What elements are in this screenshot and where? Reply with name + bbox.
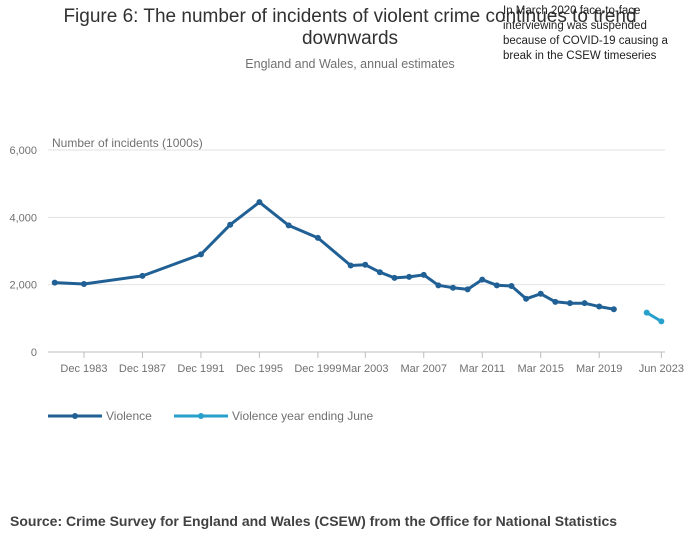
chart-title-line-1: Figure 6: The number of incidents of vio… (63, 6, 637, 27)
data-point (523, 295, 530, 302)
data-point (420, 271, 427, 278)
legend-item: Violence year ending June (174, 409, 374, 423)
x-tick-label: Mar 2007 (401, 363, 447, 375)
data-point (449, 284, 456, 291)
data-point (479, 276, 486, 283)
gridlines (48, 149, 665, 353)
data-point (51, 279, 58, 286)
y-tick-label: 6,000 (9, 145, 37, 157)
y-tick-label: 2,000 (9, 280, 37, 292)
series-violence (51, 199, 617, 313)
x-tick-label: Dec 1983 (60, 363, 107, 375)
legend-marker (198, 413, 204, 419)
data-point (256, 199, 263, 206)
data-point (314, 234, 321, 241)
series-lines (51, 199, 665, 325)
source-note: Source: Crime Survey for England and Wal… (10, 513, 618, 529)
data-point (197, 251, 204, 258)
data-point (139, 272, 146, 279)
legend-label: Violence (106, 409, 152, 423)
data-point (643, 309, 650, 316)
data-point (464, 286, 471, 293)
data-point (406, 273, 413, 280)
y-axis-ticks: 0 2,000 4,000 6,000 (9, 145, 37, 359)
chart-subtitle: England and Wales, annual estimates (245, 57, 455, 71)
x-tick-label: Mar 2019 (576, 363, 622, 375)
data-point (566, 300, 573, 307)
data-point (610, 306, 617, 313)
x-tick-label: Mar 2011 (459, 363, 505, 375)
data-point (435, 282, 442, 289)
x-tick-label: Dec 1991 (177, 363, 224, 375)
covid-annotation: In March 2020 face-to-face interviewing … (503, 5, 668, 62)
data-point (658, 318, 665, 325)
data-point (537, 290, 544, 297)
data-point (508, 283, 515, 290)
data-point (285, 222, 292, 229)
legend: Violence Violence year ending June (48, 409, 374, 423)
data-point (391, 274, 398, 281)
x-axis-ticks: Dec 1983 Dec 1987 Dec 1991 Dec 1995 Dec 1999… (60, 352, 684, 375)
data-point (552, 298, 559, 305)
series-line (54, 200, 615, 311)
x-tick-label: Mar 2003 (342, 363, 388, 375)
x-tick-label: Mar 2015 (517, 363, 563, 375)
x-tick-label: Jun 2023 (639, 363, 684, 375)
data-point (376, 269, 383, 276)
x-tick-label: Dec 1999 (294, 363, 341, 375)
data-point (581, 300, 588, 307)
legend-item: Violence (48, 409, 152, 423)
data-point (347, 262, 354, 269)
legend-marker (72, 413, 78, 419)
data-point (596, 303, 603, 310)
series-violence-year-ending-june (643, 309, 665, 325)
data-point (80, 280, 87, 287)
chart-title: Figure 6: The number of incidents of vio… (0, 6, 700, 50)
data-point (362, 261, 369, 268)
data-point (227, 221, 234, 228)
y-axis-label: Number of incidents (1000s) (52, 136, 203, 150)
y-tick-label: 0 (31, 347, 37, 359)
data-point (493, 282, 500, 289)
chart-title-line-2: downwards (301, 28, 399, 49)
x-tick-label: Dec 1987 (119, 363, 166, 375)
x-tick-label: Dec 1995 (236, 363, 283, 375)
legend-label: Violence year ending June (232, 409, 374, 423)
y-tick-label: 4,000 (9, 212, 37, 224)
